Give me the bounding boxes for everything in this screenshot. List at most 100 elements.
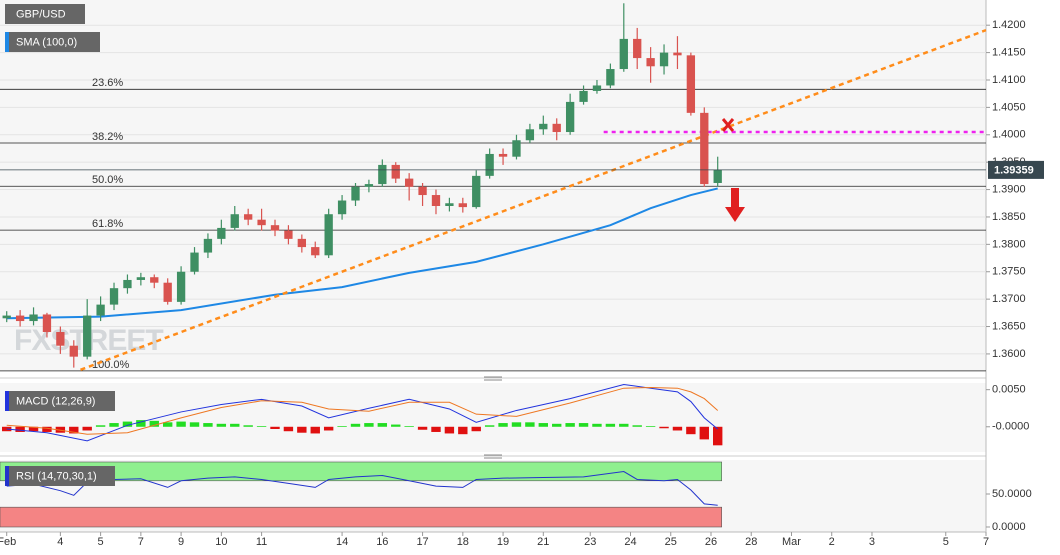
histogram-bar bbox=[364, 423, 374, 427]
candle-body bbox=[445, 203, 454, 206]
candle-body bbox=[69, 345, 78, 357]
x-tick-label: Feb bbox=[0, 536, 16, 548]
candle-body bbox=[686, 55, 696, 113]
indicator-swatch bbox=[5, 32, 9, 52]
y-tick-label: 1.4150 bbox=[992, 47, 1026, 59]
candle-body bbox=[539, 123, 548, 130]
y-tick-label: 1.4100 bbox=[992, 74, 1026, 86]
histogram-bar bbox=[189, 422, 200, 427]
candle-body bbox=[700, 112, 709, 185]
candle-body bbox=[713, 169, 722, 183]
x-tick-label: 19 bbox=[497, 536, 509, 548]
indicator-box[interactable] bbox=[5, 391, 115, 411]
macd-title: MACD (12,26,9) bbox=[16, 395, 95, 407]
x-tick-label: 16 bbox=[376, 536, 388, 548]
candle-body bbox=[297, 238, 306, 248]
y-tick-label: 50.0000 bbox=[992, 488, 1032, 500]
histogram-bar bbox=[444, 426, 455, 434]
histogram-bar bbox=[323, 426, 334, 431]
y-tick-label: 1.3650 bbox=[992, 320, 1026, 332]
plot-layer: 1.3600 1.3650 1.3700 1.3750 1.3800 1.3850 1.39… bbox=[0, 3, 1044, 548]
fib-label: 61.8% bbox=[92, 218, 123, 230]
candle-body bbox=[109, 288, 119, 305]
x-tick-label: 26 bbox=[705, 536, 717, 548]
indicator-box[interactable] bbox=[5, 32, 100, 52]
histogram-bar bbox=[203, 423, 213, 427]
x-tick-label: 25 bbox=[665, 536, 677, 548]
y-tick-label: -0.0000 bbox=[992, 421, 1029, 433]
candle-body bbox=[404, 178, 414, 187]
histogram-bar bbox=[713, 426, 723, 446]
candle-body bbox=[203, 238, 213, 253]
last-price-box bbox=[988, 160, 1044, 179]
down-arrow bbox=[725, 188, 745, 222]
histogram-bar bbox=[471, 426, 481, 432]
y-tick-label: 1.3900 bbox=[992, 183, 1026, 195]
rsi-band bbox=[0, 506, 723, 528]
histogram-bar bbox=[686, 426, 696, 435]
histogram-bar bbox=[283, 426, 294, 432]
y-tick-label: 1.4050 bbox=[992, 101, 1026, 113]
candle-body bbox=[15, 315, 25, 322]
histogram-bar bbox=[404, 426, 414, 427]
legend-entry: SMA (100,0) bbox=[16, 36, 77, 48]
histogram-bar bbox=[243, 425, 253, 427]
histogram-bar bbox=[69, 426, 79, 434]
candle-body bbox=[230, 214, 239, 228]
candle-body bbox=[485, 153, 494, 176]
x-tick-label: 9 bbox=[178, 536, 184, 548]
histogram-bar bbox=[484, 425, 495, 427]
histogram-bar bbox=[511, 422, 522, 427]
candle-body bbox=[324, 214, 333, 256]
x-tick-label: 5 bbox=[943, 536, 949, 548]
histogram-bar bbox=[270, 426, 280, 429]
histogram-bar bbox=[672, 426, 683, 431]
candle-body bbox=[42, 314, 52, 333]
candle-body bbox=[136, 277, 146, 280]
candle-body bbox=[378, 164, 387, 185]
candle-body bbox=[619, 38, 628, 70]
histogram-bar bbox=[659, 426, 669, 429]
indicator-box[interactable] bbox=[5, 466, 115, 486]
fib-label: 38.2% bbox=[92, 131, 123, 143]
histogram-bar bbox=[42, 426, 52, 432]
candle-body bbox=[579, 90, 588, 102]
histogram-bar bbox=[377, 423, 388, 427]
x-tick-label: 24 bbox=[624, 536, 636, 548]
line-series bbox=[6, 187, 718, 320]
histogram-bar bbox=[350, 423, 361, 427]
y-tick-label: 0.0050 bbox=[992, 384, 1026, 396]
candle-body bbox=[606, 69, 615, 86]
candle-body bbox=[351, 186, 360, 201]
histogram-bar bbox=[82, 426, 92, 431]
line-series bbox=[6, 383, 719, 442]
title-box[interactable] bbox=[5, 4, 85, 24]
histogram-bar bbox=[230, 423, 240, 427]
y-tick-label: 1.3600 bbox=[992, 348, 1026, 360]
candle-body bbox=[472, 175, 481, 208]
histogram-bar bbox=[632, 425, 642, 427]
histogram-bar bbox=[552, 423, 562, 427]
x-tick-label: 5 bbox=[98, 536, 104, 548]
candle-body bbox=[56, 332, 65, 346]
histogram-bar bbox=[176, 421, 186, 427]
candle-body bbox=[176, 271, 186, 302]
histogram-bar bbox=[645, 426, 656, 427]
indicator-swatch bbox=[5, 466, 9, 486]
x-tick-label: 23 bbox=[584, 536, 596, 548]
histogram-bar bbox=[458, 426, 468, 435]
candle-body bbox=[673, 52, 682, 56]
histogram-bar bbox=[605, 423, 616, 427]
histogram-bar bbox=[136, 420, 146, 427]
x-tick-label: Mar bbox=[782, 536, 801, 548]
rsi-title: RSI (14,70,30,1) bbox=[16, 470, 97, 482]
candle-body bbox=[96, 304, 105, 316]
candle-body bbox=[337, 200, 347, 215]
candle-body bbox=[512, 140, 521, 157]
histogram-bar bbox=[109, 423, 119, 427]
x-tick-label: 28 bbox=[745, 536, 757, 548]
x-tick-label: 7 bbox=[138, 536, 144, 548]
histogram-bar bbox=[162, 422, 173, 427]
histogram-bar bbox=[498, 423, 508, 427]
